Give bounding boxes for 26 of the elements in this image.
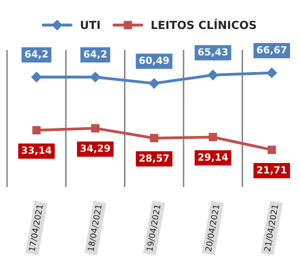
- data-label: 21,71: [257, 166, 286, 175]
- point: [208, 132, 218, 142]
- data-label: 64,2: [25, 50, 48, 59]
- x-tick-label: 21/04/2021: [264, 204, 279, 252]
- data-label: 29,14: [198, 153, 228, 162]
- data-label: 60,49: [139, 56, 169, 66]
- point: [90, 72, 100, 82]
- data-label: 34,29: [80, 144, 110, 154]
- point: [31, 72, 42, 82]
- x-tick-label: 18/04/2021: [87, 204, 102, 252]
- point: [268, 146, 276, 154]
- data-label: 33,14: [22, 146, 52, 156]
- x-tick-label: 17/04/2021: [28, 204, 44, 252]
- x-tick-label: 19/04/2021: [146, 204, 162, 252]
- data-label: 66,67: [256, 46, 286, 55]
- point: [266, 68, 277, 78]
- point: [149, 78, 160, 89]
- point: [32, 126, 41, 134]
- data-label: 65,43: [198, 48, 228, 57]
- data-label: 28,57: [140, 154, 169, 163]
- data-label: 64,2: [84, 50, 106, 59]
- point: [208, 70, 218, 80]
- legend-label: LEITOS CLÍNICOS: [152, 18, 256, 30]
- point: [150, 134, 158, 142]
- point: [91, 124, 100, 132]
- legend-label: UTI: [80, 20, 100, 30]
